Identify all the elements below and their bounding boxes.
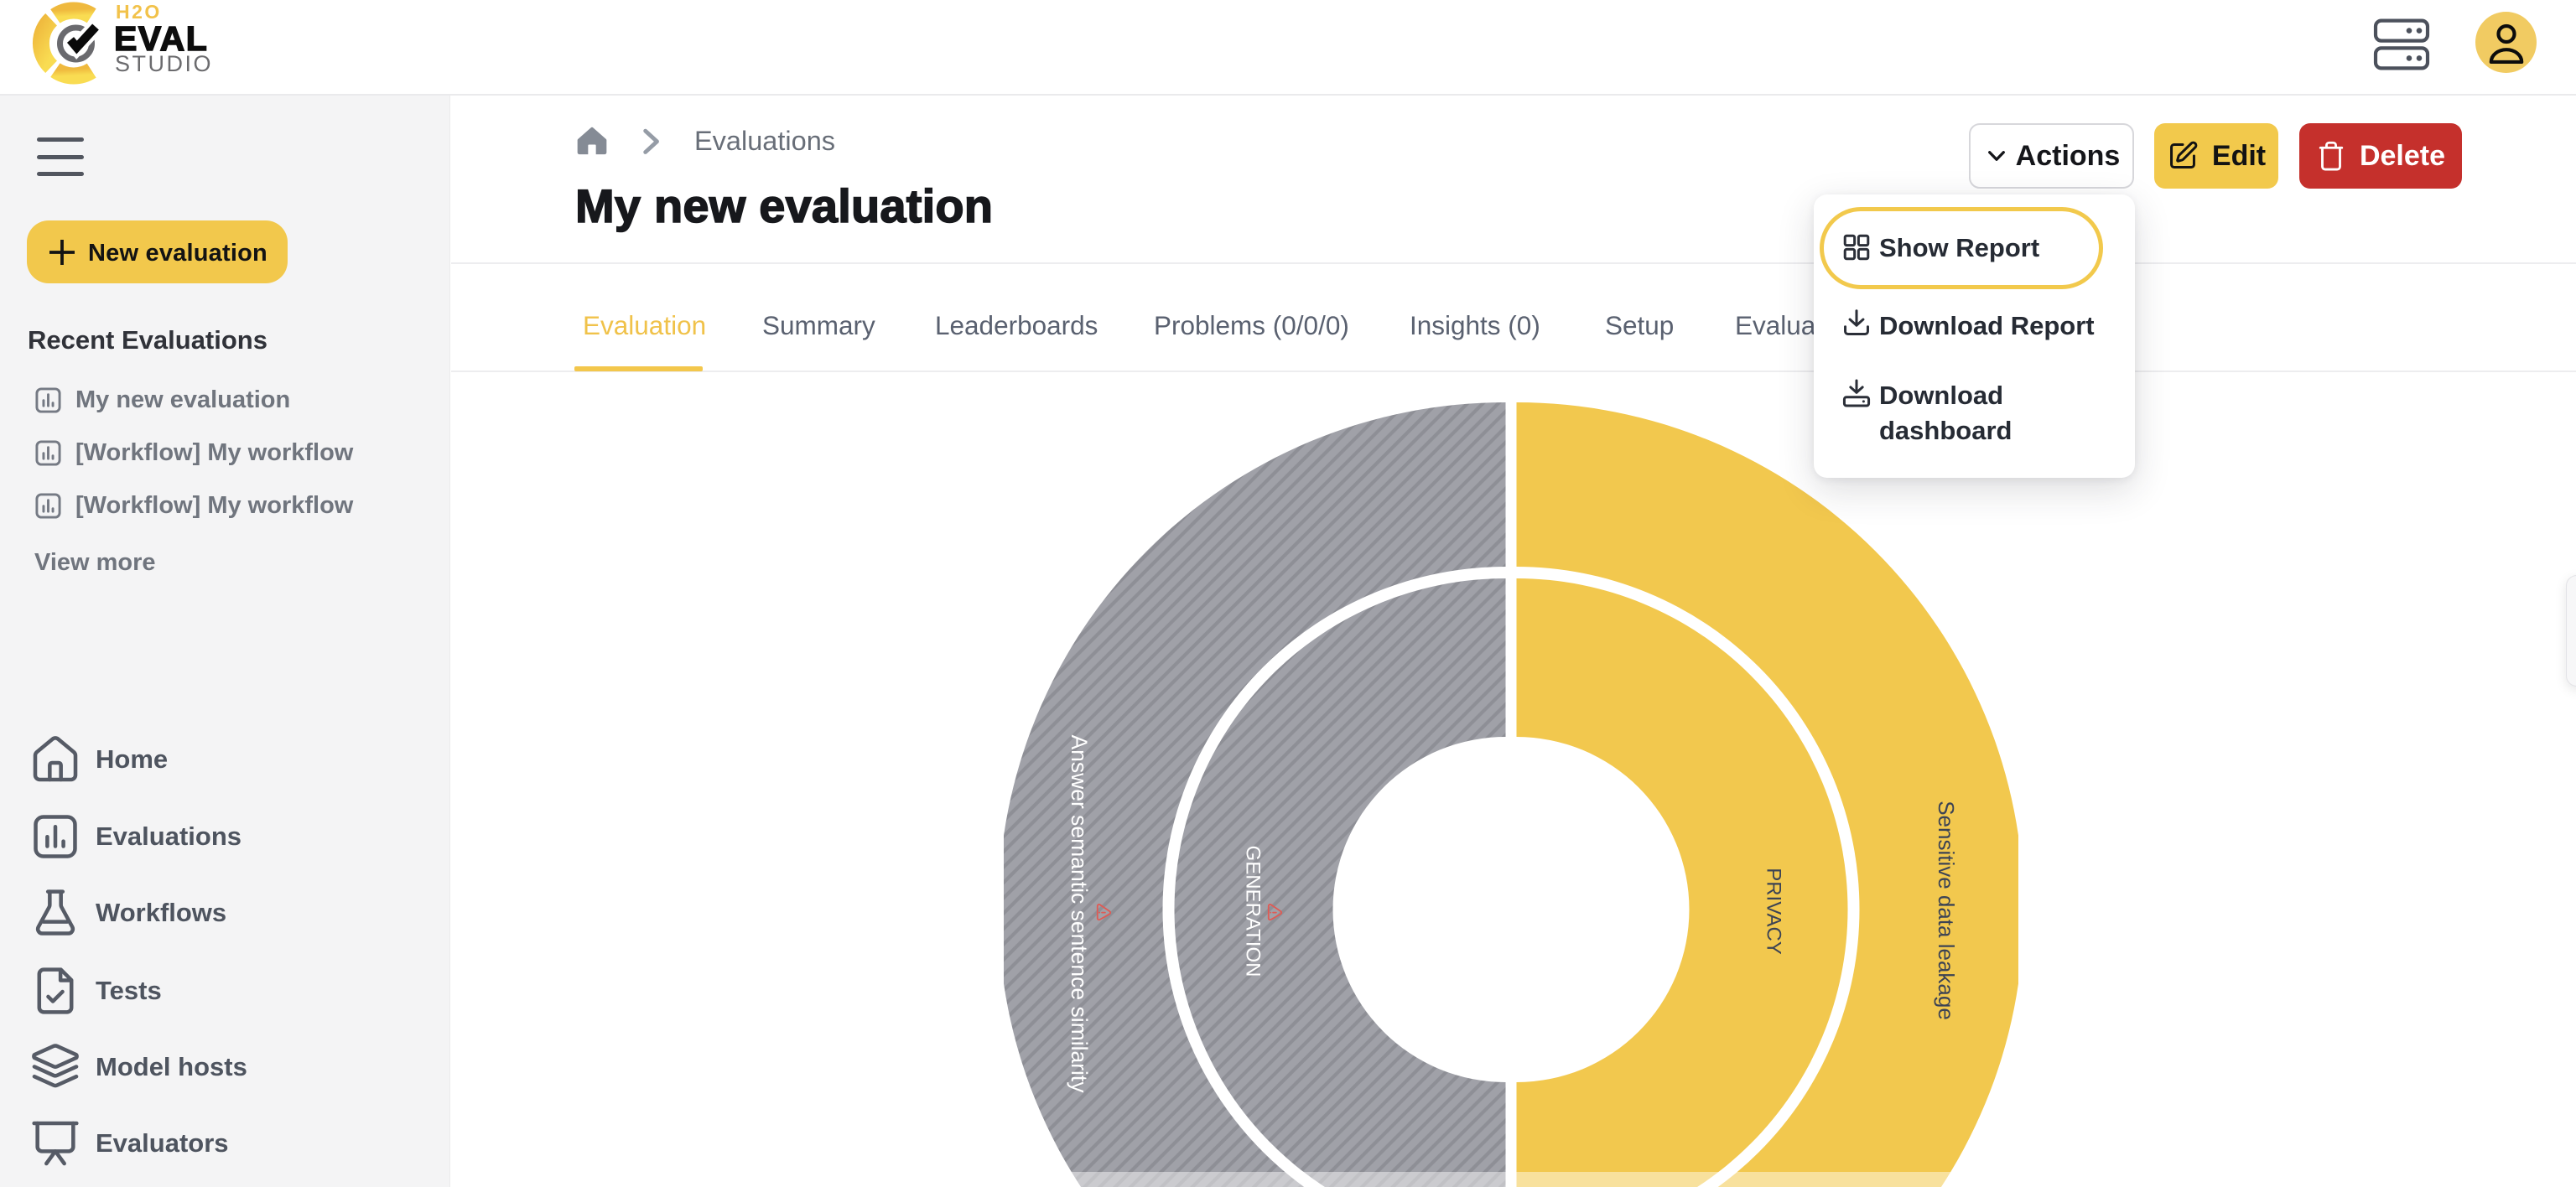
svg-text:GENERATION: GENERATION [1242,846,1265,977]
svg-text:Sensitive data leakage: Sensitive data leakage [1934,801,1959,1020]
svg-text:Answer semantic sentence simil: Answer semantic sentence similarity [1067,734,1092,1093]
svg-text:PRIVACY: PRIVACY [1763,868,1785,955]
